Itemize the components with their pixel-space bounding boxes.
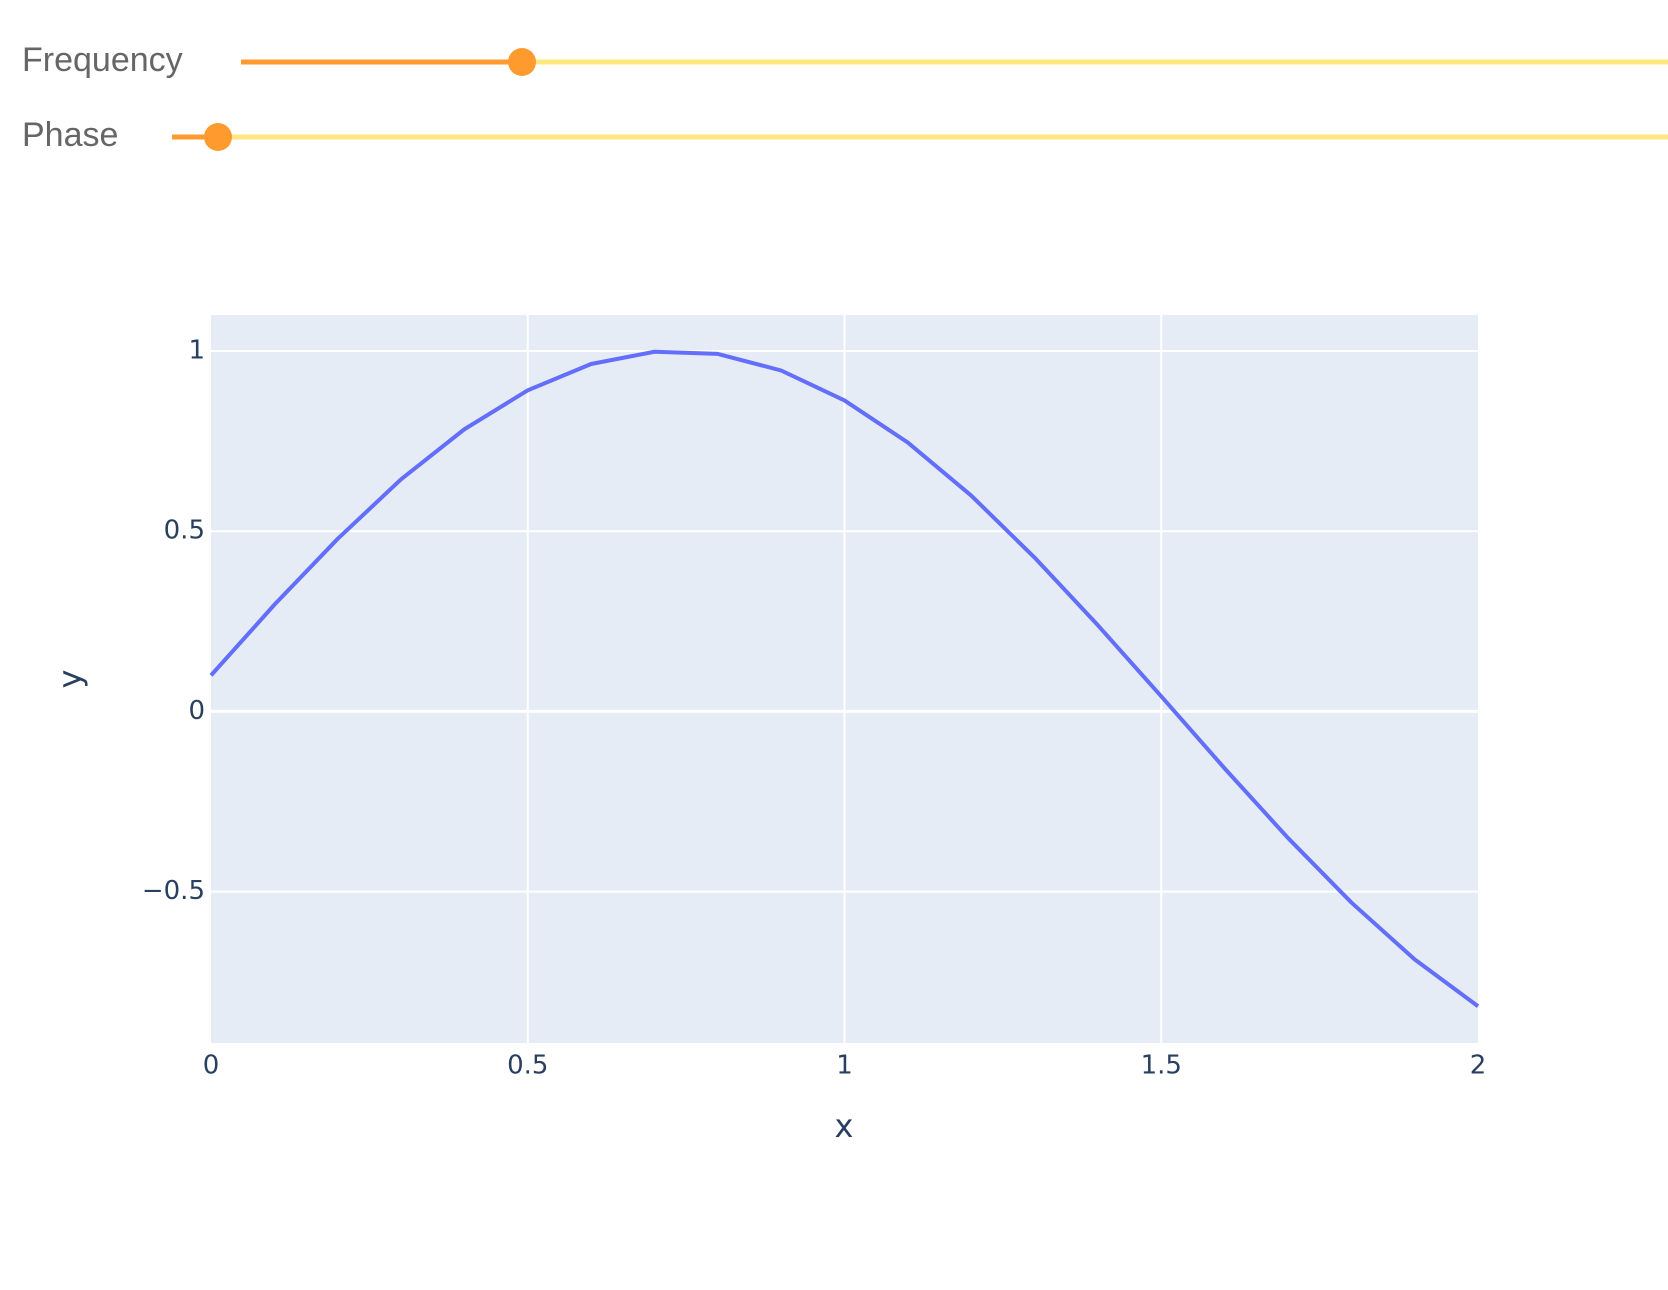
x-tick-label: 1.5 <box>1141 1051 1182 1081</box>
phase-slider[interactable]: Phase <box>22 116 1668 154</box>
x-tick-label: 0 <box>203 1051 220 1081</box>
line <box>209 349 1480 1008</box>
marks <box>209 349 1480 1008</box>
slider-label: Frequency <box>22 41 183 79</box>
x-tick-label: 0.5 <box>507 1051 548 1081</box>
y-tick-label: 1 <box>188 336 205 366</box>
x-tick-label: 1 <box>836 1051 853 1081</box>
y-axis-title: y <box>51 670 89 689</box>
frequency-slider[interactable]: Frequency <box>22 41 1668 79</box>
y-tick-label: −0.5 <box>142 876 205 906</box>
grid <box>211 315 1478 1043</box>
x-axis-title: x <box>835 1107 854 1145</box>
y-tick-label: 0.5 <box>164 516 205 546</box>
y-tick-label: 0 <box>188 696 205 726</box>
slider-thumb[interactable] <box>204 123 232 151</box>
slider-label: Phase <box>22 116 118 154</box>
x-tick-label: 2 <box>1470 1051 1487 1081</box>
slider-thumb[interactable] <box>508 48 536 76</box>
